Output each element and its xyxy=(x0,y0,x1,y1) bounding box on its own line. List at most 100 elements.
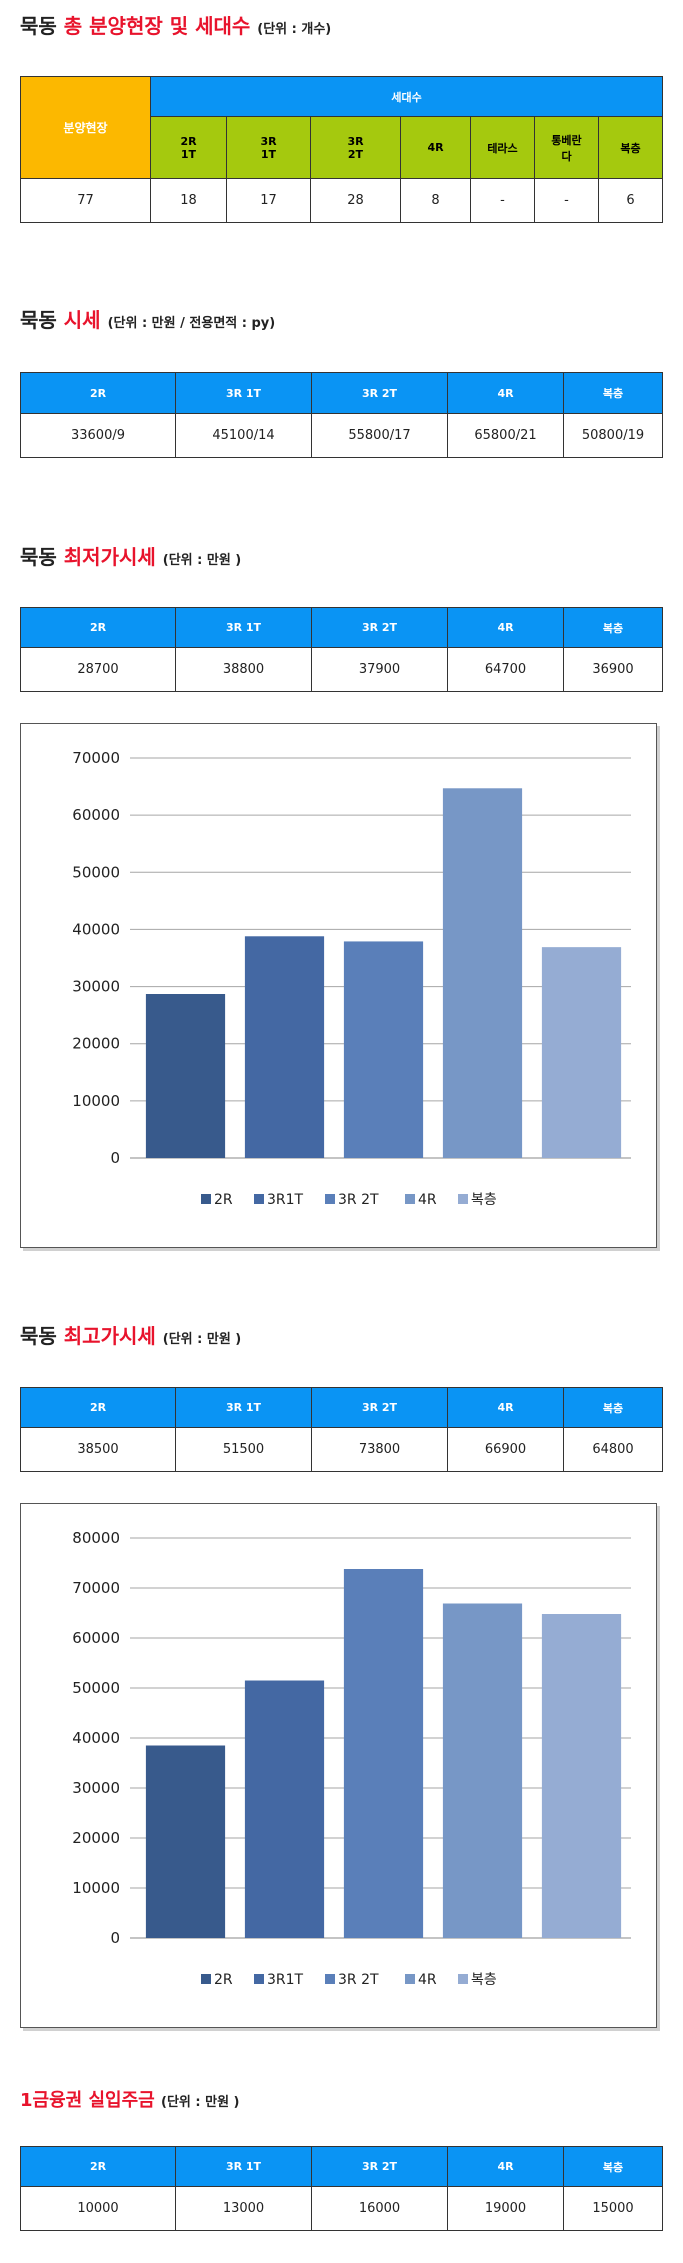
y-tick-label: 40000 xyxy=(72,920,120,938)
legend-swatch xyxy=(325,1974,335,1984)
section1-title-main: 묵동 xyxy=(20,14,57,38)
legend-label: 3R1T xyxy=(267,1972,304,1988)
table-cell: 18 xyxy=(150,178,227,223)
header-col: 2R xyxy=(20,2146,176,2187)
y-tick-label: 40000 xyxy=(72,1729,120,1747)
y-tick-label: 20000 xyxy=(72,1035,120,1053)
bar-0 xyxy=(145,1745,226,1938)
legend-label: 3R1T xyxy=(267,1192,304,1208)
section4-title-unit: (단위 : 만원 ) xyxy=(162,1332,242,1347)
header-col: 복층 xyxy=(597,116,664,179)
legend-label: 2R xyxy=(214,1972,233,1988)
table-cell: 16000 xyxy=(311,2186,448,2231)
table-cell: 45100/14 xyxy=(175,413,312,458)
table-cell: 10000 xyxy=(20,2186,176,2231)
highest-price-chart: 0 10000 20000 30000 40000 50000 60000 70000 8000… xyxy=(20,1503,657,2028)
section5-heading: 1금융권 실입주금 (단위 : 만원 ) xyxy=(20,2086,240,2112)
table-cell: 28 xyxy=(310,178,401,223)
y-tick-label: 70000 xyxy=(72,1579,120,1597)
table-cell: 8 xyxy=(400,178,471,223)
table-cell: 6 xyxy=(597,178,664,223)
header-sales-site: 분양현장 xyxy=(20,76,151,179)
table-cell: 37900 xyxy=(311,647,448,692)
table-cell: 73800 xyxy=(311,1427,448,1472)
header-col: 3R 2T xyxy=(310,116,401,179)
section3-title-main: 묵동 xyxy=(20,545,57,569)
header-household-group: 세대수 xyxy=(149,76,664,117)
section3-title-unit: (단위 : 만원 ) xyxy=(162,553,242,568)
header-col: 4R xyxy=(400,116,471,179)
legend-swatch xyxy=(405,1194,415,1204)
bar-1 xyxy=(244,936,325,1158)
header-col: 2R xyxy=(20,372,176,414)
highest-price-chart-svg: 0 10000 20000 30000 40000 50000 60000 70000 8000… xyxy=(72,1529,631,1988)
header-col: 2R xyxy=(20,607,176,648)
section1-heading: 묵동 총 분양현장 및 세대수 (단위 : 개수) xyxy=(20,10,331,39)
header-col: 4R xyxy=(447,607,564,648)
bar-1 xyxy=(244,1680,325,1938)
section1-title-unit: (단위 : 개수) xyxy=(257,22,332,37)
table-cell: - xyxy=(534,178,599,223)
table-cell: 77 xyxy=(20,178,151,223)
legend-label: 4R xyxy=(418,1192,437,1208)
y-tick-label: 20000 xyxy=(72,1829,120,1847)
table-cell: 64700 xyxy=(447,647,564,692)
header-col: 3R 1T xyxy=(175,1387,312,1428)
header-col: 3R 1T xyxy=(175,607,312,648)
section2-title-unit: (단위 : 만원 / 전용면적 : py) xyxy=(107,316,276,331)
legend-swatch xyxy=(325,1194,335,1204)
table-cell: 19000 xyxy=(447,2186,564,2231)
header-col: 복층 xyxy=(563,372,663,414)
table-cell: 15000 xyxy=(563,2186,663,2231)
table-cell: 38500 xyxy=(20,1427,176,1472)
table-cell: - xyxy=(470,178,535,223)
legend-swatch xyxy=(458,1194,468,1204)
table-cell: 38800 xyxy=(175,647,312,692)
legend-swatch xyxy=(201,1974,211,1984)
household-count-table: 분양현장 세대수 2R 1T 3R 1T 3R 2T 4R 테라스 통베란 다 … xyxy=(20,76,664,223)
section3-title-highlight: 최저가시세 xyxy=(63,545,156,569)
table-cell: 50800/19 xyxy=(563,413,663,458)
market-price-table: 2R 3R 1T 3R 2T 4R 복층 33600/9 45100/14 55… xyxy=(20,372,663,458)
section5-title-highlight: 1금융권 실입주금 xyxy=(20,2090,155,2111)
header-col: 통베란 다 xyxy=(534,116,599,179)
section2-title-main: 묵동 xyxy=(20,308,57,332)
table-cell: 13000 xyxy=(175,2186,312,2231)
y-tick-label: 30000 xyxy=(72,1779,120,1797)
y-tick-label: 80000 xyxy=(72,1529,120,1547)
section4-title-main: 묵동 xyxy=(20,1324,57,1348)
table-cell: 33600/9 xyxy=(20,413,176,458)
y-tick-label: 70000 xyxy=(72,749,120,767)
bar-3 xyxy=(442,788,523,1158)
legend-swatch xyxy=(405,1974,415,1984)
lowest-price-chart: 0 10000 20000 30000 40000 50000 60000 70000 2R 3R… xyxy=(20,723,657,1248)
bar-2 xyxy=(343,1569,424,1938)
table-cell: 36900 xyxy=(563,647,663,692)
header-col: 복층 xyxy=(563,1387,663,1428)
header-col: 테라스 xyxy=(470,116,535,179)
table-cell: 55800/17 xyxy=(311,413,448,458)
bar-3 xyxy=(442,1603,523,1938)
header-col: 복층 xyxy=(563,2146,663,2187)
header-col: 2R xyxy=(20,1387,176,1428)
table-cell: 64800 xyxy=(563,1427,663,1472)
legend-label: 3R 2T xyxy=(338,1192,379,1208)
legend-label: 복층 xyxy=(471,1972,497,1988)
section5-title-unit: (단위 : 만원 ) xyxy=(161,2095,240,2110)
legend-swatch xyxy=(201,1194,211,1204)
header-col: 3R 2T xyxy=(311,1387,448,1428)
y-tick-label: 10000 xyxy=(72,1879,120,1897)
section2-heading: 묵동 시세 (단위 : 만원 / 전용면적 : py) xyxy=(20,304,275,333)
header-col: 3R 1T xyxy=(175,372,312,414)
y-tick-label: 30000 xyxy=(72,978,120,996)
header-col: 복층 xyxy=(563,607,663,648)
lowest-price-chart-svg: 0 10000 20000 30000 40000 50000 60000 70000 2R 3R… xyxy=(72,749,631,1208)
bar-4 xyxy=(541,1614,622,1938)
bar-0 xyxy=(145,994,226,1158)
move-in-cost-table: 2R 3R 1T 3R 2T 4R 복층 10000 13000 16000 1… xyxy=(20,2146,663,2231)
legend-label: 3R 2T xyxy=(338,1972,379,1988)
lowest-price-table: 2R 3R 1T 3R 2T 4R 복층 28700 38800 37900 6… xyxy=(20,607,663,692)
bar-4 xyxy=(541,947,622,1158)
y-tick-label: 50000 xyxy=(72,863,120,881)
section3-heading: 묵동 최저가시세 (단위 : 만원 ) xyxy=(20,541,241,570)
